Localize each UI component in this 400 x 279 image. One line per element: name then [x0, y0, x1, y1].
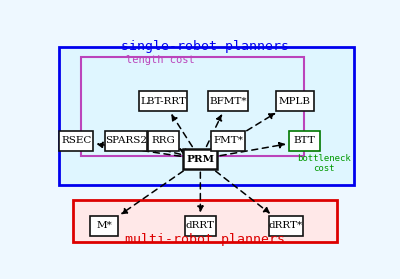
FancyBboxPatch shape — [59, 47, 354, 185]
Text: BFMT*: BFMT* — [210, 97, 247, 106]
Text: single-robot planners: single-robot planners — [121, 40, 289, 53]
FancyBboxPatch shape — [289, 131, 320, 151]
Text: dRRT: dRRT — [186, 221, 215, 230]
Text: MPLB: MPLB — [279, 97, 311, 106]
Text: FMT*: FMT* — [213, 136, 243, 145]
FancyBboxPatch shape — [183, 149, 218, 169]
Text: RRG: RRG — [151, 136, 175, 145]
Text: M*: M* — [96, 221, 112, 230]
FancyBboxPatch shape — [208, 91, 248, 111]
Text: dRRT*: dRRT* — [268, 221, 303, 230]
Text: LBT-RRT: LBT-RRT — [140, 97, 186, 106]
FancyBboxPatch shape — [105, 131, 147, 151]
FancyBboxPatch shape — [185, 216, 216, 236]
Text: bottleneck
cost: bottleneck cost — [298, 154, 351, 173]
FancyBboxPatch shape — [139, 91, 187, 111]
FancyBboxPatch shape — [73, 200, 337, 242]
FancyBboxPatch shape — [276, 91, 314, 111]
Text: length cost: length cost — [126, 55, 194, 65]
FancyBboxPatch shape — [211, 131, 245, 151]
Text: multi-robot planners: multi-robot planners — [125, 233, 285, 246]
FancyBboxPatch shape — [59, 131, 94, 151]
Text: BTT: BTT — [293, 136, 315, 145]
Text: PRM: PRM — [186, 155, 214, 164]
FancyBboxPatch shape — [90, 216, 118, 236]
FancyBboxPatch shape — [148, 131, 179, 151]
Text: RSEC: RSEC — [61, 136, 92, 145]
FancyBboxPatch shape — [268, 216, 303, 236]
Text: SPARS2: SPARS2 — [105, 136, 147, 145]
